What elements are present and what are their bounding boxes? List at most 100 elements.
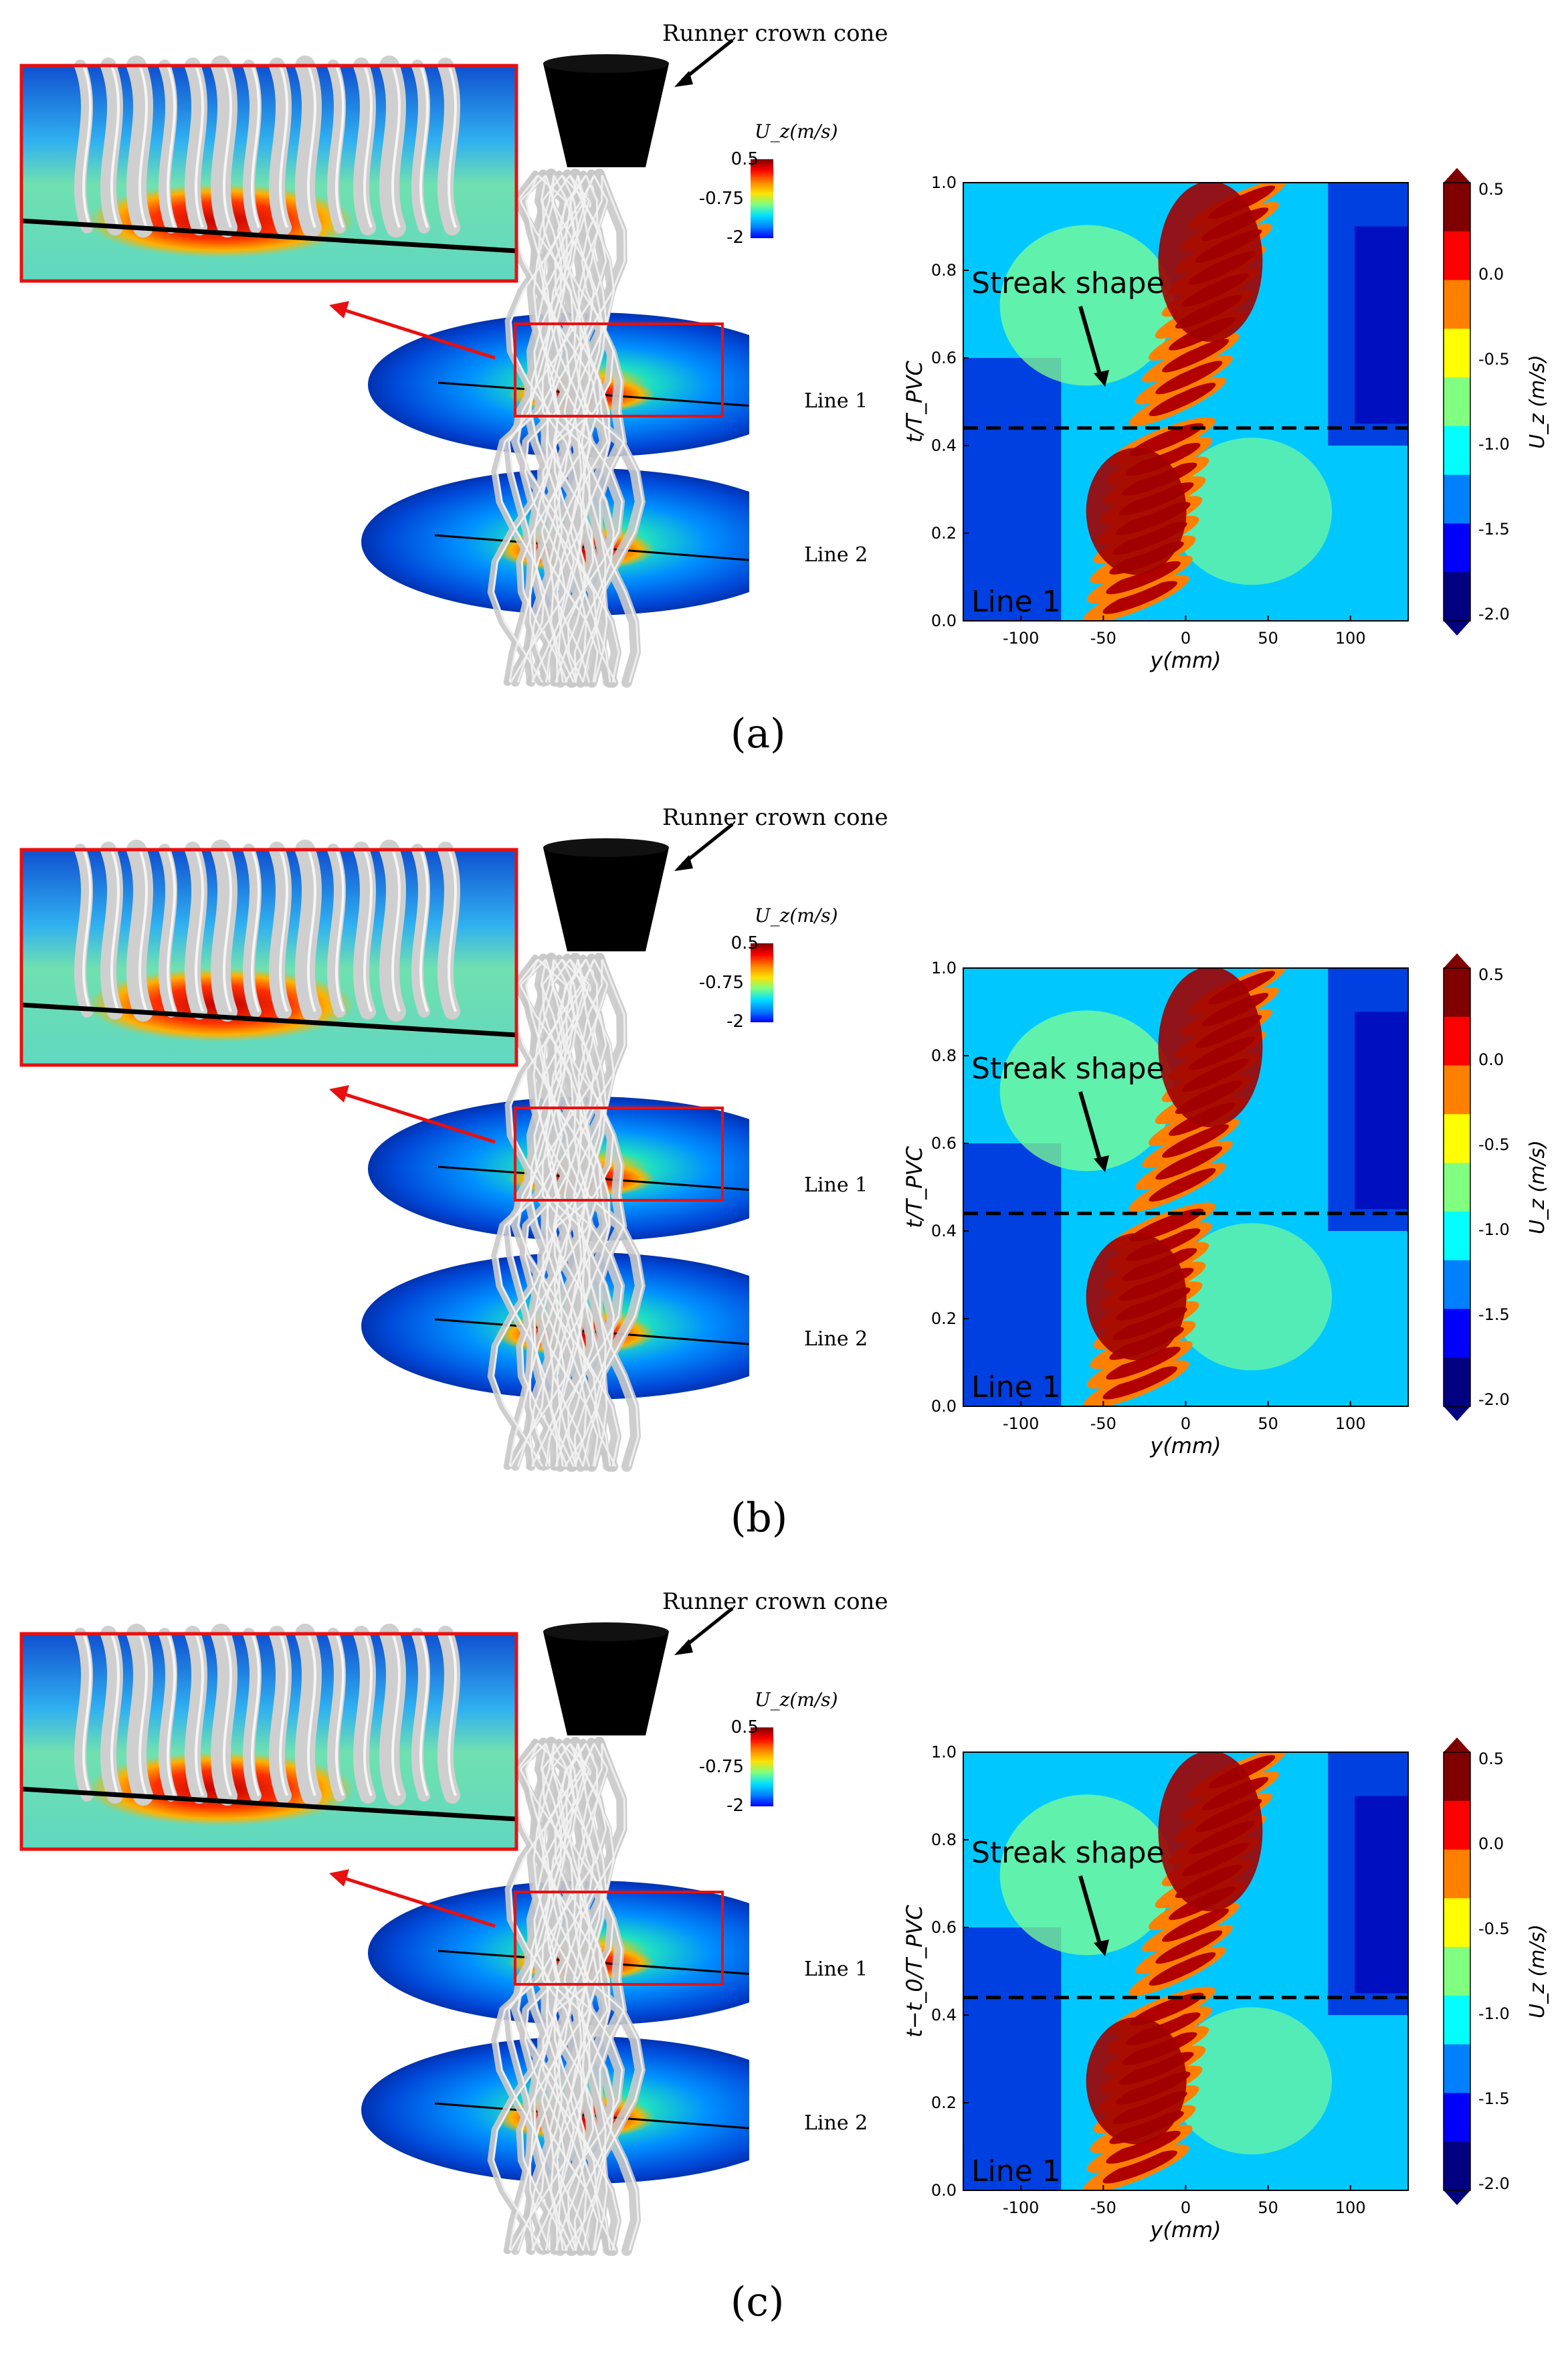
figure-panel-c: Runner crown cone Line 1 Line 2 U_z(m/s)…: [0, 1568, 1568, 2358]
small-colorbar-tick-bottom: -2: [726, 1796, 744, 1816]
x-tick-label: 50: [1258, 629, 1278, 648]
small-colorbar-tick-top: 0.5: [730, 933, 759, 953]
colorbar-tick-label: 0.5: [1478, 180, 1504, 199]
figure-panel-a: Runner crown cone Line 1 Line 2 U_z(m/s)…: [0, 0, 1568, 789]
colorbar-segment: [1444, 1065, 1470, 1115]
focus-box: [514, 322, 724, 417]
focus-box: [514, 1891, 724, 1986]
panel-label: (a): [730, 710, 786, 757]
colorbar-segment: [1444, 572, 1470, 622]
zoom-arrow: [340, 1091, 496, 1144]
colorbar-segment: [1444, 1114, 1470, 1164]
colorbar-tick-label: -1.0: [1478, 1220, 1510, 1239]
heatmap-chart: -100 -50 0 50 100 0.0 0.2 0.4 0.6 0.8 1.0 y(mm) t/T_…: [902, 168, 1549, 673]
vortex-rope: [487, 1737, 646, 2256]
flow-visualization: [19, 39, 749, 688]
focus-box: [514, 1107, 724, 1202]
colorbar-tick-label: -0.5: [1478, 1135, 1510, 1154]
cone-label: Runner crown cone: [662, 20, 888, 47]
colorbar-label: U_z (m/s): [1526, 1140, 1549, 1234]
x-tick-label: 0: [1181, 1414, 1191, 1433]
colorbar-tick-label: -2.0: [1478, 1390, 1510, 1409]
zoom-arrow: [340, 307, 496, 360]
x-axis-label: y(mm): [1149, 2217, 1221, 2243]
small-colorbar-tick-mid: -0.75: [698, 189, 744, 209]
y-tick-label: 0.4: [931, 2006, 957, 2024]
zoom-inset: [19, 840, 518, 1067]
vortex-rope: [487, 169, 646, 688]
colorbar-tick-label: -2.0: [1478, 605, 1510, 624]
figure-panel-b: Runner crown cone Line 1 Line 2 U_z(m/s)…: [0, 784, 1568, 1574]
small-colorbar-tick-mid: -0.75: [698, 973, 744, 993]
x-tick-label: 100: [1335, 629, 1366, 648]
small-colorbar-title: U_z(m/s): [755, 905, 838, 927]
panel-label: (c): [730, 2279, 785, 2326]
y-tick-label: 0.4: [931, 436, 957, 455]
heatmap-field: [963, 183, 1408, 621]
colorbar-segment: [1444, 425, 1470, 476]
y-tick-label: 0.2: [931, 2093, 957, 2112]
heatmap-chart: -100 -50 0 50 100 0.0 0.2 0.4 0.6 0.8 1.0 y(mm) t−t_…: [902, 1737, 1549, 2243]
colorbar-segment: [1444, 183, 1470, 232]
colorbar-tick-label: -0.5: [1478, 1919, 1510, 1938]
line1-chart-label: Line 1: [971, 585, 1061, 619]
colorbar-tick-label: 0.0: [1478, 1050, 1504, 1069]
colorbar-tick-label: -1.5: [1478, 520, 1510, 539]
line1-label: Line 1: [804, 1958, 868, 1981]
x-tick-label: -50: [1090, 629, 1116, 648]
line2-label: Line 2: [804, 1327, 868, 1351]
heatmap-field: [963, 1752, 1408, 2190]
colorbar-segment: [1444, 377, 1470, 427]
flow-visualization: [19, 823, 749, 1472]
y-tick-label: 1.0: [931, 959, 957, 977]
cone-label: Runner crown cone: [662, 804, 888, 831]
y-tick-label: 0.6: [931, 349, 957, 367]
colorbar-segment: [1444, 474, 1470, 525]
x-tick-label: 50: [1258, 1414, 1278, 1433]
x-tick-label: 100: [1335, 2198, 1366, 2217]
colorbar-tick-label: 0.5: [1478, 965, 1504, 984]
y-tick-label: 0.8: [931, 1046, 957, 1065]
line1-label: Line 1: [804, 1173, 868, 1197]
x-axis-label: y(mm): [1149, 648, 1221, 673]
colorbar-tick-label: 0.0: [1478, 1834, 1504, 1853]
small-colorbar-tick-bottom: -2: [726, 227, 744, 248]
colorbar-segment: [1444, 1211, 1470, 1261]
colorbar-segment: [1444, 2093, 1470, 2143]
x-tick-label: -100: [1003, 2198, 1039, 2217]
streak-label: Streak shape: [971, 1052, 1165, 1086]
colorbar-tick-label: -0.5: [1478, 350, 1510, 369]
colorbar-segment: [1444, 523, 1470, 573]
line1-chart-label: Line 1: [971, 1370, 1061, 1404]
colorbar-tick-label: -1.5: [1478, 1305, 1510, 1324]
y-tick-label: 0.0: [931, 2181, 957, 2200]
colorbar-segment: [1444, 2044, 1470, 2094]
small-colorbar-tick-mid: -0.75: [698, 1757, 744, 1777]
panel-label: (b): [730, 1495, 788, 1541]
y-tick-label: 0.0: [931, 611, 957, 630]
x-tick-label: 100: [1335, 1414, 1366, 1433]
colorbar-segment: [1444, 1752, 1470, 1802]
colorbar-label: U_z (m/s): [1526, 1924, 1549, 2018]
runner-cone: [543, 64, 669, 167]
x-tick-label: 0: [1181, 629, 1191, 648]
line1-chart-label: Line 1: [971, 2154, 1061, 2188]
cone-label: Runner crown cone: [662, 1588, 888, 1615]
colorbar-segment: [1444, 231, 1470, 281]
y-tick-label: 0.0: [931, 1397, 957, 1416]
streak-label: Streak shape: [971, 1836, 1165, 1870]
cone-arrow: [681, 39, 734, 82]
colorbar-segment: [1444, 2142, 1470, 2191]
colorbar-tick-label: 0.0: [1478, 265, 1504, 284]
zoom-inset: [19, 56, 518, 283]
colorbar-segment: [1444, 968, 1470, 1018]
line2-label: Line 2: [804, 543, 868, 567]
y-axis-label: t−t_0/T_PVC: [902, 1905, 927, 2038]
y-tick-label: 1.0: [931, 173, 957, 192]
colorbar-segment: [1444, 1898, 1470, 1948]
small-colorbar-tick-bottom: -2: [726, 1012, 744, 1032]
small-colorbar: [751, 159, 773, 238]
y-tick-label: 1.0: [931, 1743, 957, 1762]
colorbar-segment: [1444, 328, 1470, 379]
x-tick-label: -50: [1090, 2198, 1116, 2217]
